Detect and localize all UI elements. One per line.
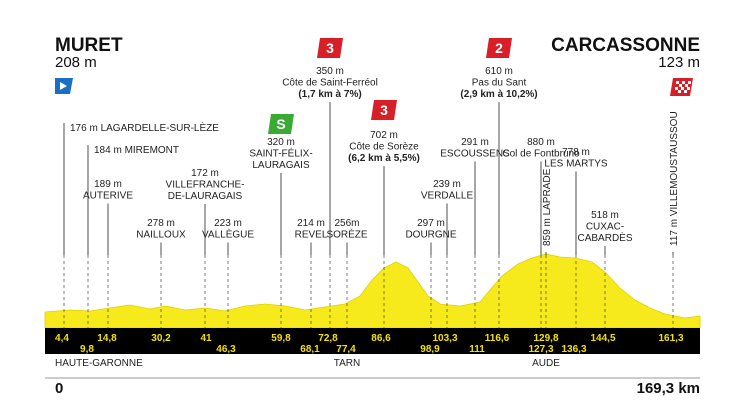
- waypoint-label: VERDALLE: [421, 191, 474, 202]
- region-label: TARN: [334, 358, 360, 369]
- waypoint-label: 350 m: [316, 66, 344, 77]
- waypoint-label: 297 m: [417, 218, 445, 229]
- waypoint-label: ESCOUSSENS: [440, 149, 510, 160]
- waypoint-label: AUTERIVE: [83, 191, 133, 202]
- km-label: 77,4: [336, 344, 356, 355]
- waypoint-label: 176 m LAGARDELLE-SUR-LÈZE: [70, 121, 219, 134]
- waypoint-label: VALLÈGUE: [202, 228, 254, 241]
- start-km: 0: [55, 380, 63, 397]
- waypoint-label: 291 m: [461, 137, 489, 148]
- region-label: HAUTE-GARONNE: [55, 358, 143, 369]
- waypoint-label: CUXAC-: [586, 222, 624, 233]
- climb-badge-label: 3: [380, 102, 388, 118]
- climb-badge-label: 3: [326, 40, 334, 56]
- waypoint-label: LAURAGAIS: [252, 160, 310, 171]
- waypoint-label: 223 m: [214, 218, 242, 229]
- waypoint-label: 256m: [334, 218, 359, 229]
- waypoint-label: SAINT-FÉLIX-: [249, 147, 312, 160]
- km-label: 9,8: [80, 344, 94, 355]
- waypoint-label: VILLEFRANCHE-: [166, 180, 245, 191]
- km-label: 116,6: [485, 333, 510, 344]
- climb-badge: [371, 100, 397, 120]
- waypoint-label: DE-LAURAGAIS: [168, 191, 243, 202]
- waypoint-label: 880 m: [527, 137, 555, 148]
- km-label: 161,3: [658, 333, 683, 344]
- waypoint-label: Côte de Sorèze: [349, 142, 419, 153]
- waypoint-label: 278 m: [147, 218, 175, 229]
- km-label: 127,3: [528, 344, 553, 355]
- km-label: 41: [200, 333, 212, 344]
- climb-badge-label: S: [276, 116, 285, 132]
- start-altitude: 208 m: [55, 54, 97, 71]
- climb-badge: [317, 38, 343, 58]
- elevation-profile: [44, 253, 701, 329]
- waypoint-label: 702 m: [370, 130, 398, 141]
- start-name: MURET: [55, 35, 123, 56]
- waypoint-label: DOURGNE: [405, 230, 456, 241]
- km-label: 68,1: [300, 344, 320, 355]
- climb-badge-label: 2: [495, 40, 503, 56]
- km-label: 4,4: [55, 333, 69, 344]
- finish-name: CARCASSONNE: [551, 35, 700, 56]
- waypoint-label: 189 m: [94, 179, 122, 190]
- waypoint-label: 320 m: [267, 137, 295, 148]
- waypoint-label: 172 m: [191, 168, 219, 179]
- start-flag-arrow: [60, 82, 67, 90]
- waypoint-label: NAILLOUX: [136, 230, 186, 241]
- km-label: 136,3: [561, 344, 586, 355]
- waypoint-label: REVEL: [295, 230, 328, 241]
- finish-altitude: 123 m: [658, 54, 700, 71]
- waypoint-label: 778 m: [562, 147, 590, 158]
- end-km: 169,3 km: [637, 380, 700, 397]
- finish-flag: [670, 78, 693, 96]
- waypoint-label: 239 m: [433, 179, 461, 190]
- waypoint-label: 518 m: [591, 210, 619, 221]
- km-label: 86,6: [371, 333, 391, 344]
- km-label: 103,3: [432, 333, 457, 344]
- km-label: 14,8: [97, 333, 117, 344]
- waypoint-label: (2,9 km à 10,2%): [460, 89, 537, 100]
- km-label: 72,8: [318, 333, 338, 344]
- km-label: 129,8: [533, 333, 558, 344]
- region-label: AUDE: [532, 358, 560, 369]
- km-label: 144,5: [590, 333, 615, 344]
- km-label: 98,9: [420, 344, 440, 355]
- km-label: 111: [469, 344, 485, 355]
- km-label: 30,2: [151, 333, 171, 344]
- km-label: 46,3: [216, 344, 236, 355]
- distance-band: [45, 328, 700, 354]
- waypoint-label: SORÈZE: [326, 228, 367, 241]
- climb-badge: [268, 114, 294, 134]
- waypoint-label: CABARDÈS: [577, 231, 632, 244]
- waypoint-label: 184 m MIREMONT: [94, 145, 179, 156]
- waypoint-label: 859 m LAPRADE: [542, 168, 553, 246]
- waypoint-label: 214 m: [297, 218, 325, 229]
- waypoint-label: Côte de Saint-Ferréol: [282, 78, 378, 89]
- waypoint-label: Pas du Sant: [472, 78, 527, 89]
- km-label: 59,8: [271, 333, 291, 344]
- waypoint-label: (1,7 km à 7%): [298, 89, 361, 100]
- waypoint-label: LES MARTYS: [544, 159, 607, 170]
- waypoint-label: 610 m: [485, 66, 513, 77]
- waypoint-label: (6,2 km à 5,5%): [348, 153, 420, 164]
- waypoint-label: Col de Fontbruno: [502, 149, 580, 160]
- waypoint-label: 117 m VILLEMOUSTAUSSOU: [669, 111, 680, 246]
- climb-badge: [486, 38, 512, 58]
